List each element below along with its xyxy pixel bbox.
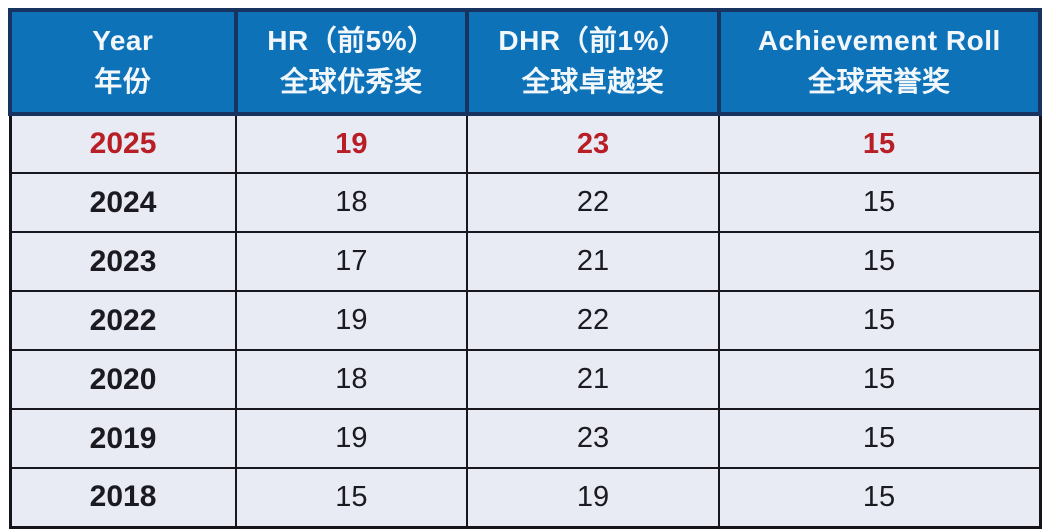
col-header-dhr-en: DHR（前1%） xyxy=(498,25,688,57)
table-row-2018: 2018 15 19 15 xyxy=(9,467,1042,528)
achievement-roll-value-cell: 15 xyxy=(717,467,1042,528)
col-header-hr: HR（前5%） 全球优秀奖 xyxy=(233,8,470,116)
hr-value-cell: 18 xyxy=(234,172,469,233)
col-header-year: Year 年份 xyxy=(8,8,238,116)
table-row-2020: 2020 18 21 15 xyxy=(9,349,1042,410)
year-cell: 2025 xyxy=(9,113,237,174)
col-header-dhr: DHR（前1%） 全球卓越奖 xyxy=(465,8,721,116)
year-cell: 2022 xyxy=(9,290,237,351)
col-header-year-zh: 年份 xyxy=(94,66,152,97)
dhr-value-cell: 21 xyxy=(466,349,720,410)
dhr-value-cell: 19 xyxy=(466,467,720,528)
table-body: 2025 19 23 15 2024 18 22 15 2023 17 21 1… xyxy=(9,113,1042,528)
table-row-2025: 2025 19 23 15 xyxy=(9,113,1042,174)
awards-table: Year 年份 HR（前5%） 全球优秀奖 DHR（前1%） 全球卓越奖 Ach… xyxy=(8,8,1043,529)
col-header-hr-en: HR（前5%） xyxy=(267,25,436,57)
year-cell: 2020 xyxy=(9,349,237,410)
col-header-hr-zh: 全球优秀奖 xyxy=(280,66,423,97)
awards-table-container: Year 年份 HR（前5%） 全球优秀奖 DHR（前1%） 全球卓越奖 Ach… xyxy=(8,8,1043,529)
hr-value-cell: 19 xyxy=(234,290,469,351)
hr-value-cell: 17 xyxy=(234,231,469,292)
dhr-value-cell: 22 xyxy=(466,172,720,233)
table-row-2024: 2024 18 22 15 xyxy=(9,172,1042,233)
col-header-achievement-roll: Achievement Roll 全球荣誉奖 xyxy=(716,8,1043,116)
achievement-roll-value-cell: 15 xyxy=(717,113,1042,174)
achievement-roll-value-cell: 15 xyxy=(717,408,1042,469)
dhr-value-cell: 23 xyxy=(466,408,720,469)
hr-value-cell: 19 xyxy=(234,113,469,174)
achievement-roll-value-cell: 15 xyxy=(717,349,1042,410)
hr-value-cell: 19 xyxy=(234,408,469,469)
table-header: Year 年份 HR（前5%） 全球优秀奖 DHR（前1%） 全球卓越奖 Ach… xyxy=(8,8,1043,116)
hr-value-cell: 18 xyxy=(234,349,469,410)
dhr-value-cell: 21 xyxy=(466,231,720,292)
dhr-value-cell: 22 xyxy=(466,290,720,351)
year-cell: 2019 xyxy=(9,408,237,469)
header-row: Year 年份 HR（前5%） 全球优秀奖 DHR（前1%） 全球卓越奖 Ach… xyxy=(8,8,1043,116)
table-row-2022: 2022 19 22 15 xyxy=(9,290,1042,351)
table-row-2019: 2019 19 23 15 xyxy=(9,408,1042,469)
achievement-roll-value-cell: 15 xyxy=(717,172,1042,233)
year-cell: 2018 xyxy=(9,467,237,528)
achievement-roll-value-cell: 15 xyxy=(717,290,1042,351)
year-cell: 2024 xyxy=(9,172,237,233)
achievement-roll-value-cell: 15 xyxy=(717,231,1042,292)
hr-value-cell: 15 xyxy=(234,467,469,528)
dhr-value-cell: 23 xyxy=(466,113,720,174)
col-header-year-en: Year xyxy=(92,25,154,57)
col-header-achievement-roll-zh: 全球荣誉奖 xyxy=(808,66,951,97)
year-cell: 2023 xyxy=(9,231,237,292)
table-row-2023: 2023 17 21 15 xyxy=(9,231,1042,292)
col-header-achievement-roll-en: Achievement Roll xyxy=(757,25,1001,57)
col-header-dhr-zh: 全球卓越奖 xyxy=(521,66,665,97)
